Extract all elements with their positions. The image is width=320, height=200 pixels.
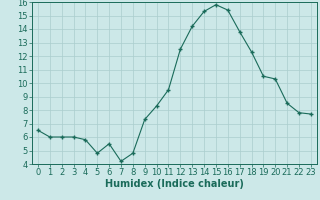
X-axis label: Humidex (Indice chaleur): Humidex (Indice chaleur)	[105, 179, 244, 189]
